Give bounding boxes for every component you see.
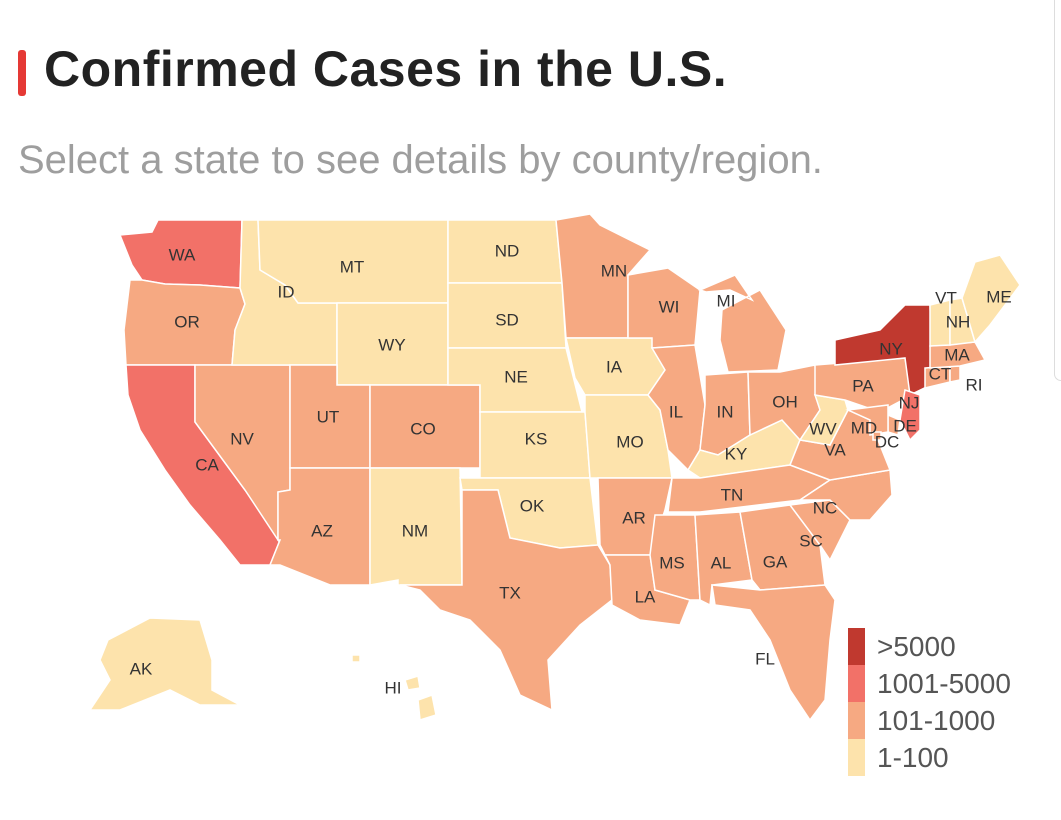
state-co[interactable] <box>369 384 481 469</box>
legend-swatch <box>848 739 865 776</box>
state-ct[interactable] <box>924 365 951 389</box>
state-mi[interactable] <box>697 274 787 373</box>
legend-item: 101-1000 <box>848 702 1011 739</box>
state-sc[interactable] <box>788 499 851 562</box>
state-ms[interactable] <box>649 514 701 601</box>
legend-item: 1-100 <box>848 739 1011 776</box>
state-nd[interactable] <box>447 219 563 284</box>
state-label-hi: HI <box>385 678 402 697</box>
state-wi[interactable] <box>627 267 701 349</box>
state-tx[interactable] <box>399 489 613 712</box>
page-title: Confirmed Cases in the U.S. <box>44 41 728 97</box>
legend-label: 1-100 <box>877 741 949 773</box>
state-dc[interactable] <box>872 431 882 441</box>
state-or[interactable] <box>123 279 246 366</box>
state-hi[interactable] <box>351 654 437 721</box>
state-wy[interactable] <box>336 302 449 386</box>
legend-label: >5000 <box>877 630 956 662</box>
state-me[interactable] <box>961 254 1021 344</box>
state-ak[interactable] <box>88 617 241 711</box>
state-nm[interactable] <box>369 467 463 586</box>
state-ri[interactable] <box>949 365 961 383</box>
state-il[interactable] <box>647 344 706 472</box>
legend: >5000 1001-5000 101-1000 1-100 <box>848 628 1011 776</box>
state-nj[interactable] <box>899 389 921 442</box>
state-vt[interactable] <box>929 299 951 347</box>
legend-label: 101-1000 <box>877 704 996 736</box>
scroll-edge <box>1054 0 1061 381</box>
state-ia[interactable] <box>565 337 666 396</box>
state-de[interactable] <box>887 413 901 436</box>
state-fl[interactable] <box>711 584 836 722</box>
legend-swatch <box>848 702 865 739</box>
state-label-ri: RI <box>966 375 983 394</box>
legend-item: 1001-5000 <box>848 665 1011 702</box>
legend-swatch <box>848 665 865 702</box>
legend-item: >5000 <box>848 628 1011 665</box>
state-ks[interactable] <box>479 411 591 479</box>
state-label-fl: FL <box>755 649 775 668</box>
state-sd[interactable] <box>447 282 567 349</box>
page-subtitle: Select a state to see details by county/… <box>18 138 823 182</box>
state-wa[interactable] <box>118 219 243 289</box>
legend-label: 1001-5000 <box>877 667 1011 699</box>
legend-swatch <box>848 628 865 665</box>
title-accent-bar <box>18 50 26 96</box>
